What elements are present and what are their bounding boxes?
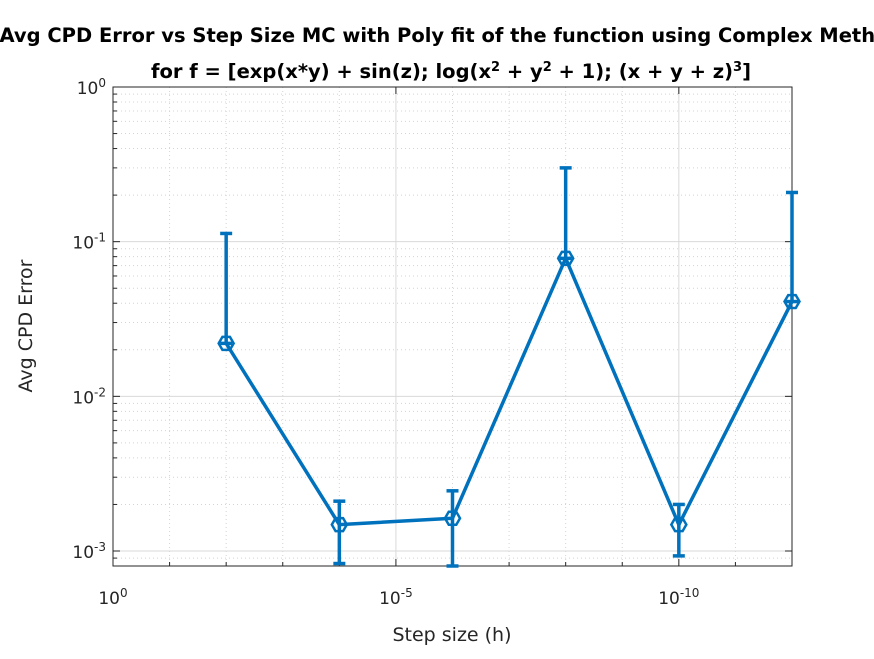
y-tick-label: 100 (77, 76, 106, 99)
y-tick-labels: 10-3 10-2 10-1 100 (72, 76, 106, 563)
x-tick-label: 100 (98, 586, 127, 609)
data-point-marker (556, 250, 575, 267)
y-tick-label: 10-2 (72, 385, 106, 408)
series-line (224, 256, 794, 527)
y-axis-label: Avg CPD Error (15, 259, 37, 392)
chart-title-line-2: for f = [exp(x*y) + sin(z); log(x2 + y2 … (151, 60, 751, 84)
y-tick-label: 10-3 (72, 540, 106, 563)
x-tick-labels: 100 10-5 10-10 (98, 586, 699, 609)
x-tick-label: 10-5 (379, 586, 413, 609)
x-axis-label: Step size (h) (392, 624, 511, 646)
data-point-marker (783, 293, 801, 310)
x-tick-label: 10-10 (658, 586, 699, 609)
data-point-marker (443, 510, 462, 526)
data-point-marker (669, 516, 688, 533)
data-point-marker (330, 516, 349, 533)
y-tick-label: 10-1 (72, 231, 106, 254)
series-layer (217, 166, 801, 568)
data-point-marker (217, 335, 236, 352)
chart-title-line-1: Avg CPD Error vs Step Size MC with Poly … (0, 24, 874, 47)
